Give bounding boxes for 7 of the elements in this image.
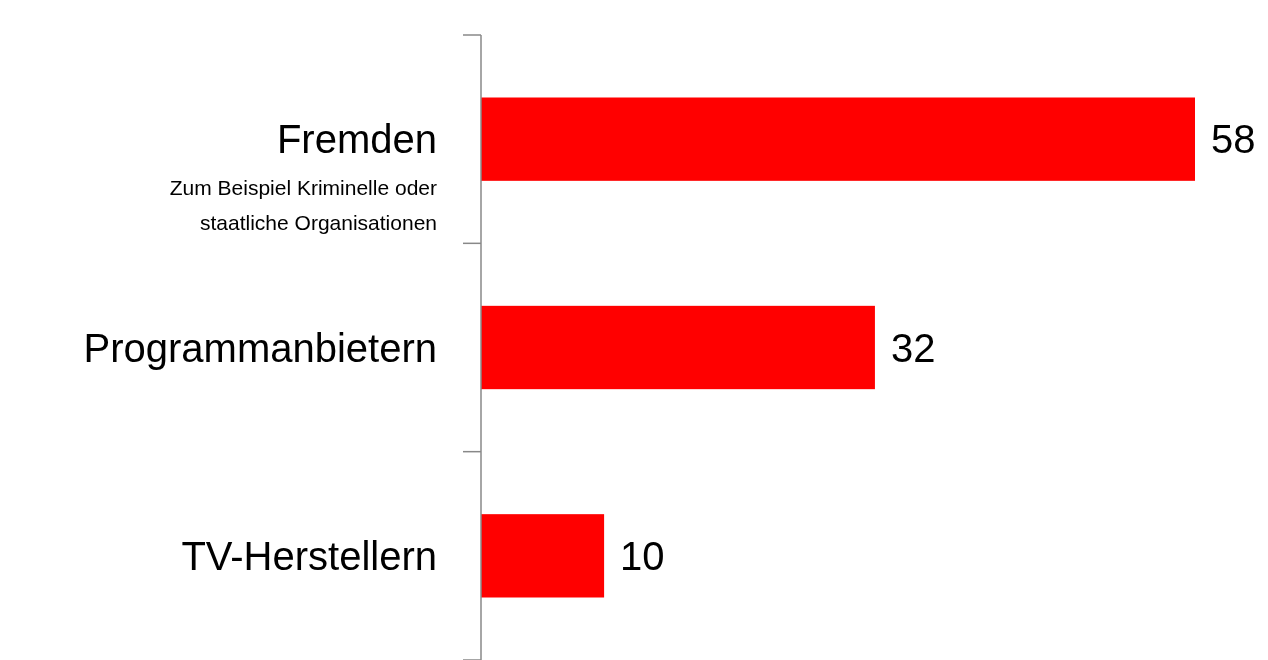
y-tick-label: Programmanbietern [83,325,437,370]
data-label: 58 [1211,117,1256,162]
data-label: 10 [620,533,665,578]
text: Zum Beispiel Kriminelle oder staatliche Organisationen [169,176,437,235]
data-label: 32 [890,325,936,370]
y-tick-label: TV-Herstellern [181,533,437,578]
y-tick-label: Fremden [276,117,437,162]
